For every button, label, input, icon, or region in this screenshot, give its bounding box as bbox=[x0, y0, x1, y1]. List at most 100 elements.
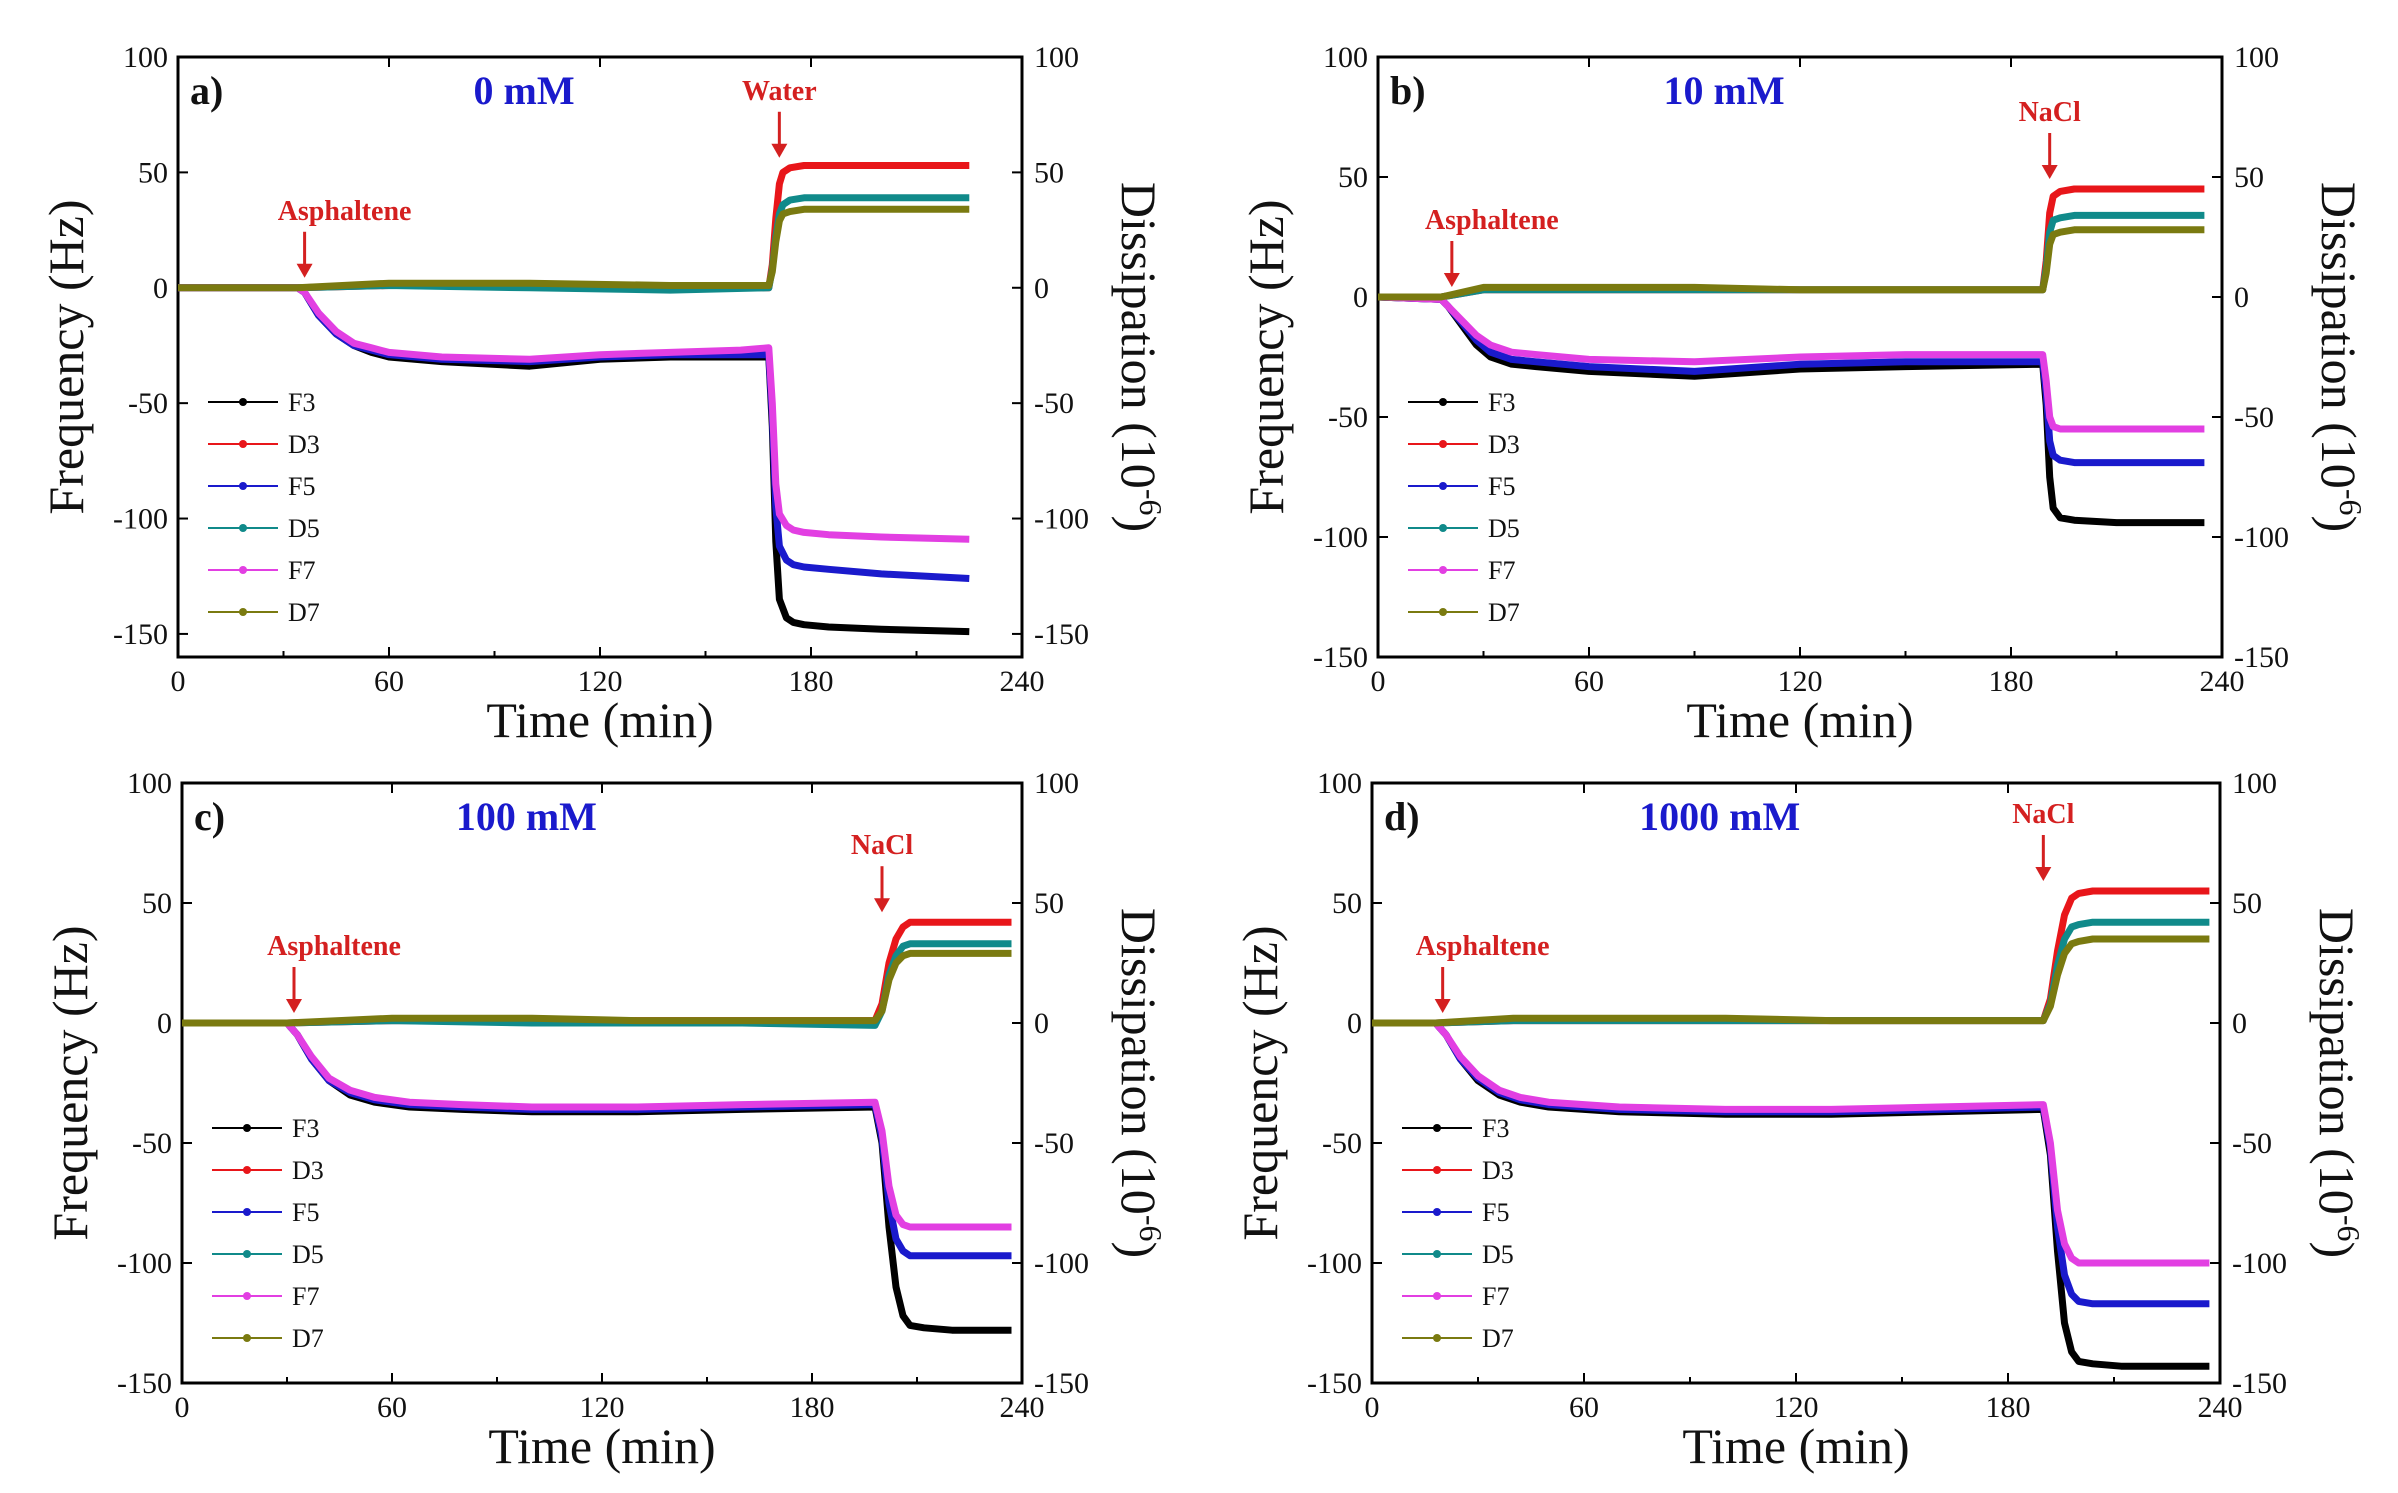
annotation-text: Asphaltene bbox=[1416, 931, 1550, 962]
annotation-text: Asphaltene bbox=[267, 931, 401, 962]
y-tick-label: 100 bbox=[1317, 767, 1362, 800]
annotation-text: Asphaltene bbox=[1425, 205, 1559, 236]
legend-marker-D5 bbox=[239, 524, 247, 532]
series-line-F7 bbox=[178, 284, 970, 543]
series-group bbox=[182, 918, 1012, 1334]
series-group bbox=[1372, 887, 2210, 1370]
y-right-tick-label: -50 bbox=[1034, 1127, 1074, 1160]
x-tick-label: 120 bbox=[580, 1391, 625, 1424]
y-tick-label: -50 bbox=[128, 387, 168, 420]
y-right-tick-label: 50 bbox=[1034, 156, 1064, 189]
y-right-tick-label: -150 bbox=[1034, 618, 1089, 651]
annotation-text: NaCl bbox=[2012, 799, 2074, 830]
x-tick-label: 120 bbox=[1774, 1391, 1819, 1424]
annotation-asphaltene: Asphaltene bbox=[278, 196, 411, 278]
x-tick-label: 240 bbox=[2200, 665, 2245, 698]
annotation-text: NaCl bbox=[2019, 97, 2081, 128]
annotation-arrow-head bbox=[296, 263, 313, 278]
annotation-nacl: NaCl bbox=[851, 830, 913, 913]
y-right-tick-label: -100 bbox=[1034, 1247, 1089, 1280]
legend-label: D3 bbox=[1488, 430, 1520, 459]
legend-label: F5 bbox=[1482, 1198, 1509, 1227]
y-tick-label: -100 bbox=[113, 503, 168, 536]
concentration-label: 10 mM bbox=[1664, 68, 1785, 113]
y-right-tick-label: 50 bbox=[2232, 887, 2262, 920]
annotation-arrow-head bbox=[771, 143, 788, 158]
series-line-D7 bbox=[1372, 935, 2210, 1027]
x-tick-label: 240 bbox=[1000, 665, 1045, 698]
legend-marker-D3 bbox=[243, 1166, 251, 1174]
legend-label: D7 bbox=[288, 598, 320, 627]
y-axis-title: Frequency (Hz) bbox=[38, 199, 94, 514]
legend-marker-F3 bbox=[1439, 398, 1447, 406]
legend-label: F3 bbox=[1488, 388, 1515, 417]
y-tick-label: -50 bbox=[132, 1127, 172, 1160]
y-tick-label: 50 bbox=[142, 887, 172, 920]
legend-marker-D5 bbox=[243, 1250, 251, 1258]
y-right-title-sup: -6 bbox=[1133, 1215, 1169, 1242]
y-right-tick-label: -100 bbox=[2232, 1247, 2287, 1280]
series-line-D7 bbox=[182, 949, 1012, 1027]
annotation-text: NaCl bbox=[851, 830, 913, 861]
legend-label: F7 bbox=[1482, 1282, 1509, 1311]
y-right-tick-label: -100 bbox=[2234, 521, 2289, 554]
y-right-title-main: Dissipation (10 bbox=[1111, 908, 1167, 1215]
legend-marker-F3 bbox=[243, 1124, 251, 1132]
y-right-axis-title: Dissipation (10-6) bbox=[1111, 182, 1169, 532]
y-right-tick-label: -50 bbox=[2234, 401, 2274, 434]
legend-label: D5 bbox=[1488, 514, 1520, 543]
y-tick-label: 0 bbox=[1353, 281, 1368, 314]
legend-marker-D3 bbox=[1433, 1166, 1441, 1174]
legend-marker-F7 bbox=[1439, 566, 1447, 574]
x-axis-title: Time (min) bbox=[486, 692, 713, 748]
legend-marker-D7 bbox=[239, 608, 247, 616]
y-right-title-close: ) bbox=[2309, 1241, 2365, 1258]
legend-label: F7 bbox=[1488, 556, 1515, 585]
y-right-axis-title: Dissipation (10-6) bbox=[1111, 908, 1169, 1258]
legend-marker-F5 bbox=[1433, 1208, 1441, 1216]
series-line-F7 bbox=[1372, 1019, 2210, 1267]
y-tick-label: -100 bbox=[117, 1247, 172, 1280]
y-right-tick-label: 0 bbox=[1034, 272, 1049, 305]
annotation-arrow-head bbox=[2035, 867, 2052, 881]
y-right-title-main: Dissipation (10 bbox=[2309, 908, 2365, 1215]
y-right-tick-label: -50 bbox=[2232, 1127, 2272, 1160]
legend: F3 D3 F5 D5 F7 D7 bbox=[1402, 1114, 1514, 1353]
y-right-tick-label: 100 bbox=[1034, 41, 1079, 74]
y-tick-label: -100 bbox=[1307, 1247, 1362, 1280]
legend-marker-D3 bbox=[1439, 440, 1447, 448]
x-axis-title: Time (min) bbox=[488, 1418, 715, 1474]
legend-marker-D5 bbox=[1433, 1250, 1441, 1258]
y-right-title-main: Dissipation (10 bbox=[1111, 182, 1167, 489]
legend: F3 D3 F5 D5 F7 D7 bbox=[1408, 388, 1520, 627]
concentration-label: 1000 mM bbox=[1639, 794, 1800, 839]
legend-label: F7 bbox=[292, 1282, 319, 1311]
y-right-tick-label: 100 bbox=[1034, 767, 1079, 800]
x-tick-label: 180 bbox=[789, 665, 834, 698]
panel-c: 0 60 120 180 240 100 100 50 50 0 0 -50 -50 -100 -100 -1… bbox=[42, 767, 1169, 1474]
x-tick-label: 180 bbox=[1986, 1391, 2031, 1424]
legend-label: F5 bbox=[288, 472, 315, 501]
y-axis-title: Frequency (Hz) bbox=[42, 925, 98, 1240]
legend-marker-F7 bbox=[239, 566, 247, 574]
y-right-tick-label: 0 bbox=[2232, 1007, 2247, 1040]
annotation-asphaltene: Asphaltene bbox=[1425, 205, 1559, 287]
y-tick-label: 50 bbox=[1338, 161, 1368, 194]
y-right-title-close: ) bbox=[1111, 515, 1167, 532]
annotation-nacl: NaCl bbox=[2019, 97, 2081, 179]
series-line-D7 bbox=[178, 205, 970, 292]
y-axis-title: Frequency (Hz) bbox=[1232, 925, 1288, 1240]
y-tick-label: 0 bbox=[153, 272, 168, 305]
y-tick-label: -50 bbox=[1322, 1127, 1362, 1160]
annotation-arrow-head bbox=[1434, 999, 1451, 1013]
legend-marker-D7 bbox=[1433, 1334, 1441, 1342]
x-tick-label: 60 bbox=[374, 665, 404, 698]
annotation-asphaltene: Asphaltene bbox=[267, 931, 401, 1013]
y-right-title-sup: -6 bbox=[1133, 489, 1169, 516]
legend-marker-D3 bbox=[239, 440, 247, 448]
x-tick-label: 0 bbox=[175, 1391, 190, 1424]
y-right-tick-label: -150 bbox=[2232, 1367, 2287, 1400]
panel-b: 0 60 120 180 240 100 100 50 50 0 0 -50 -50 -100 -100 -1… bbox=[1238, 41, 2369, 748]
y-tick-label: -150 bbox=[1307, 1367, 1362, 1400]
